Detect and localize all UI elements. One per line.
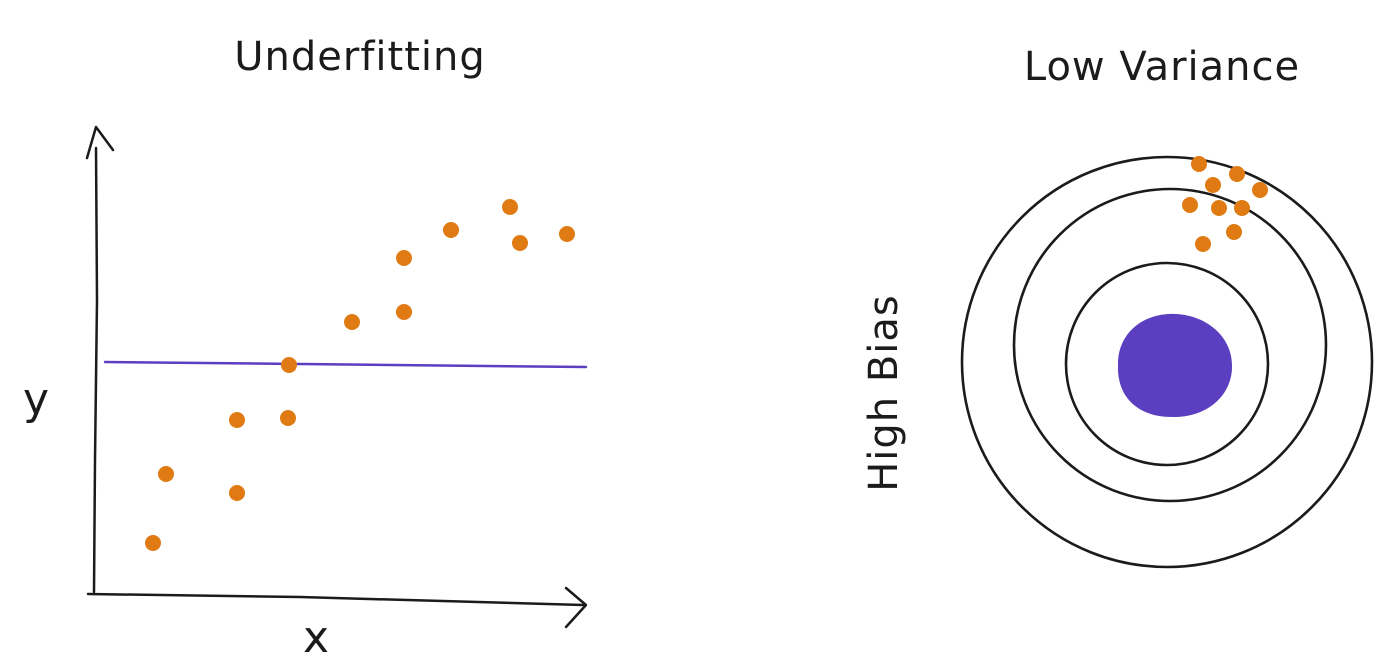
target-rings (960, 155, 1374, 569)
high-bias-label: High Bias (861, 294, 907, 492)
data-point (396, 250, 412, 266)
prediction-point (1226, 224, 1242, 240)
prediction-point (1205, 177, 1221, 193)
x-axis-arrowhead (564, 586, 588, 629)
y-axis-arrowhead (85, 125, 115, 160)
underfitting-panel: Underfitting y x (23, 34, 588, 663)
data-point (229, 485, 245, 501)
data-point (502, 199, 518, 215)
prediction-point (1229, 166, 1245, 182)
data-point (344, 314, 360, 330)
data-point (281, 357, 297, 373)
prediction-point (1182, 197, 1198, 213)
inner-ring (1064, 261, 1270, 467)
prediction-point (1211, 200, 1227, 216)
data-point (559, 226, 575, 242)
data-points (145, 199, 575, 551)
data-point (158, 466, 174, 482)
y-axis (92, 146, 99, 594)
prediction-point (1234, 200, 1250, 216)
data-point (396, 304, 412, 320)
x-axis-label: x (303, 612, 329, 663)
prediction-point (1252, 182, 1268, 198)
data-point (229, 412, 245, 428)
underfitting-title: Underfitting (234, 34, 486, 80)
x-axis (86, 592, 585, 607)
middle-ring (1012, 187, 1328, 503)
low-variance-label: Low Variance (1024, 44, 1300, 90)
fit-line (103, 360, 588, 369)
prediction-points (1182, 156, 1268, 252)
outer-ring (960, 155, 1374, 569)
prediction-point (1191, 156, 1207, 172)
data-point (145, 535, 161, 551)
data-point (280, 410, 296, 426)
data-point (512, 235, 528, 251)
y-axis-label: y (23, 374, 49, 425)
bullseye-center (1117, 313, 1233, 418)
bias-variance-panel: Low Variance High Bias (861, 44, 1374, 569)
data-point (443, 222, 459, 238)
prediction-point (1195, 236, 1211, 252)
